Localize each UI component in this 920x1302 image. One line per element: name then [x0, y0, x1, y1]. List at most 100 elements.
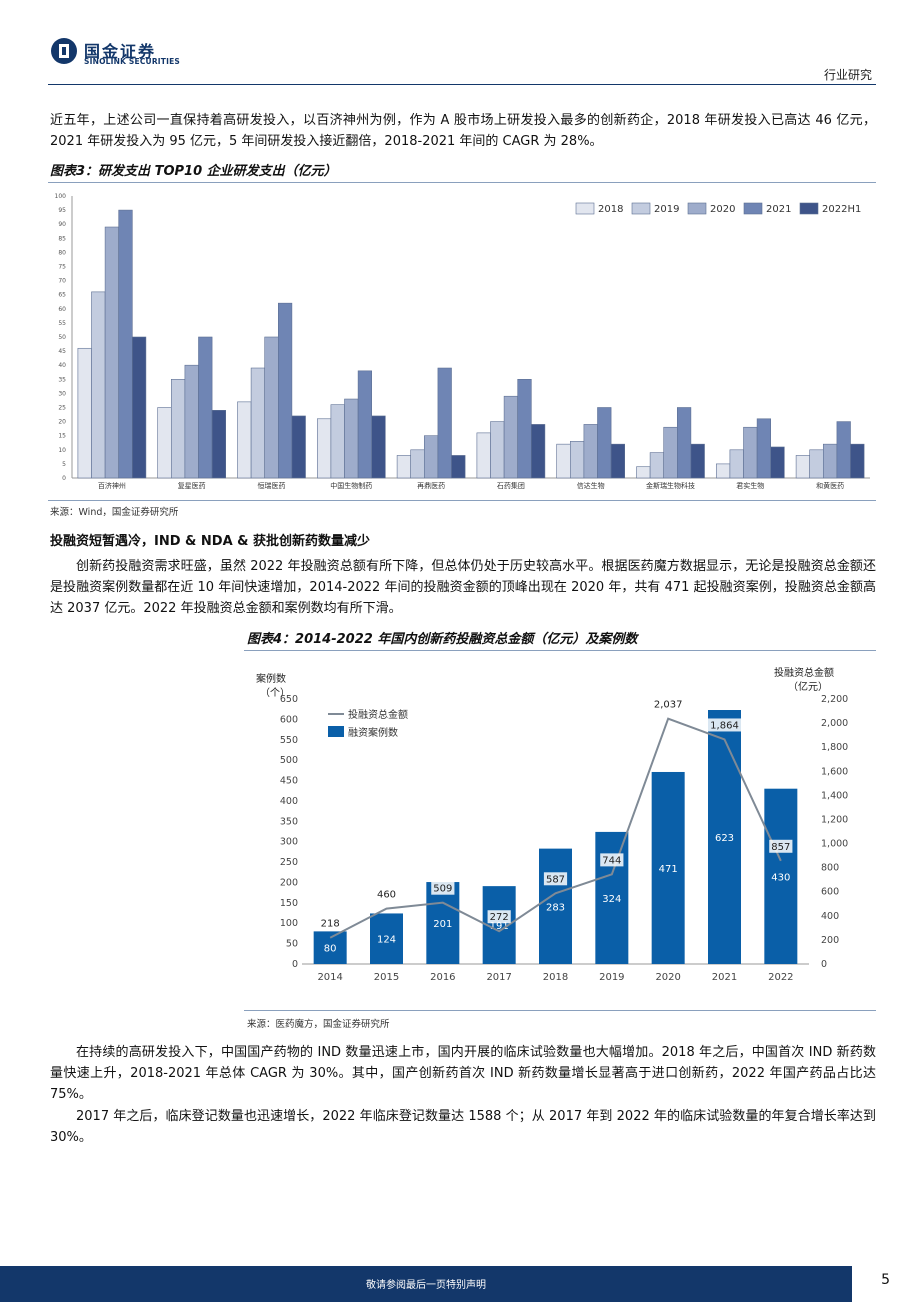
- x-tick-label: 2021: [712, 972, 737, 983]
- x-tick-label: 2014: [317, 972, 342, 983]
- legend-bar-swatch: [328, 726, 344, 737]
- bar-value-label: 283: [546, 902, 565, 913]
- footer-note: 敬请参阅最后一页特别声明: [366, 1280, 486, 1291]
- legend-label: 2018: [598, 204, 623, 215]
- left-axis-title: 案例数: [256, 672, 286, 685]
- left-y-tick-label: 50: [286, 939, 298, 950]
- legend-swatch: [631, 202, 651, 215]
- bar-2019: [569, 441, 585, 479]
- line-label-bg: [487, 910, 511, 924]
- line-label-bg: [374, 887, 399, 901]
- x-tick-label: 2018: [543, 972, 568, 983]
- bar-2018: [636, 466, 651, 479]
- bar-2019: [91, 291, 106, 479]
- y-tick-label: 85: [58, 235, 66, 242]
- left-y-tick-label: 350: [280, 816, 298, 827]
- figure3-source: 来源：Wind，国金证券研究所: [50, 507, 179, 518]
- figure4-bottom-rule: [244, 1010, 876, 1011]
- left-y-tick-label: 500: [280, 755, 298, 766]
- x-tick-label: 2022: [768, 972, 793, 983]
- paragraph-2: 创新药投融资需求旺盛，虽然 2022 年投融资总额有所下降，但总体仍处于历史较高…: [50, 559, 876, 616]
- bar-2022H1: [690, 443, 705, 479]
- y-tick-label: 20: [58, 419, 66, 426]
- x-tick-label: 复星医药: [178, 481, 206, 490]
- right-y-tick-label: 800: [821, 863, 839, 874]
- x-tick-label: 君实生物: [736, 481, 764, 490]
- y-tick-label: 0: [62, 475, 66, 482]
- bar-2022H1: [291, 415, 306, 479]
- financing-case-bar: [370, 913, 403, 964]
- y-tick-label: 50: [58, 334, 66, 341]
- bar-2021: [198, 336, 213, 479]
- line-value-label: 272: [490, 912, 509, 923]
- y-tick-label: 70: [58, 278, 66, 285]
- left-y-tick-label: 0: [292, 959, 298, 970]
- x-tick-label: 恒瑞医药: [258, 481, 286, 490]
- y-tick-label: 35: [58, 376, 66, 383]
- financing-chart: 0 50 100 150 200 250 300 350 400 450 500 550 600 650 0…: [256, 666, 848, 983]
- left-y-tick-label: 250: [280, 857, 298, 868]
- page-number: 5: [881, 1272, 890, 1288]
- logo-cn-text: 国金证券: [84, 42, 157, 61]
- legend-line-label: 投融资总金额: [348, 708, 408, 721]
- left-y-tick-label: 450: [280, 776, 298, 787]
- bar-2020: [104, 226, 119, 479]
- y-tick-label: 60: [58, 306, 66, 313]
- legend-label: 2022H1: [822, 204, 861, 215]
- logo-en-text: SINOLINK SECURITIES: [84, 57, 181, 66]
- bar-2022H1: [770, 446, 785, 479]
- bar-2020: [503, 395, 519, 479]
- right-y-tick-label: 2,200: [821, 694, 848, 705]
- y-tick-label: 25: [58, 405, 66, 412]
- right-y-tick-label: 200: [821, 935, 839, 946]
- y-tick-label: 15: [58, 433, 66, 440]
- right-y-tick-label: 1,000: [821, 839, 848, 850]
- line-value-label: 218: [321, 919, 340, 930]
- line-value-label: 587: [546, 874, 565, 885]
- bar-2021: [517, 379, 532, 479]
- left-y-tick-label: 650: [280, 694, 298, 705]
- bar-value-label: 471: [659, 864, 678, 875]
- x-tick-label: 信达生物: [577, 481, 605, 490]
- paragraph-3: 在持续的高研发投入下，中国国产药物的 IND 数量迅速上市，国内开展的临床试验数…: [50, 1045, 876, 1102]
- bar-2018: [316, 418, 332, 479]
- x-tick-label: 2017: [486, 972, 511, 983]
- legend-swatch: [687, 202, 707, 215]
- bar-2020: [743, 426, 758, 479]
- y-tick-label: 80: [58, 249, 66, 256]
- left-y-tick-label: 150: [280, 898, 298, 909]
- bar-2022H1: [451, 455, 466, 479]
- figure3-top-rule: [48, 182, 876, 183]
- bar-value-label: 80: [324, 944, 337, 955]
- bar-2021: [118, 209, 133, 479]
- right-y-tick-label: 1,800: [821, 742, 848, 753]
- financing-case-bar: [651, 771, 685, 964]
- bar-2021: [676, 407, 692, 479]
- right-axis-title: 投融资总金额: [774, 666, 834, 679]
- bar-2019: [250, 367, 266, 479]
- bar-2019: [490, 421, 505, 479]
- bar-2021: [756, 418, 771, 479]
- y-tick-label: 100: [55, 193, 67, 200]
- bar-2022H1: [371, 415, 386, 479]
- rd-expense-chart: 0 5 10 15 20 25 30 35 40 45 50 55 60 65 70 75 80 85 90 95 10…: [55, 193, 870, 490]
- bar-value-label: 201: [433, 919, 452, 930]
- bar-2022H1: [211, 410, 227, 479]
- figure4-top-rule: [244, 650, 876, 651]
- y-tick-label: 30: [58, 390, 66, 397]
- left-y-tick-label: 100: [280, 918, 298, 929]
- right-y-tick-label: 1,600: [821, 766, 848, 777]
- bar-2018: [476, 432, 491, 479]
- bar-2022H1: [850, 443, 865, 479]
- x-tick-label: 2016: [430, 972, 455, 983]
- figure4-title: 图表4：2014-2022 年国内创新药投融资总金额（亿元）及案例数: [247, 632, 638, 647]
- y-tick-label: 65: [58, 292, 66, 299]
- financing-case-bar: [539, 848, 572, 964]
- header-tag: 行业研究: [823, 68, 872, 82]
- x-tick-label: 中国生物制药: [330, 481, 372, 490]
- bar-2018: [795, 455, 810, 479]
- figure3-title: 图表3：研发支出 TOP10 企业研发支出（亿元）: [50, 164, 337, 179]
- y-tick-label: 75: [58, 264, 66, 271]
- legend-bar-label: 融资案例数: [348, 726, 398, 739]
- bar-2022H1: [530, 424, 546, 479]
